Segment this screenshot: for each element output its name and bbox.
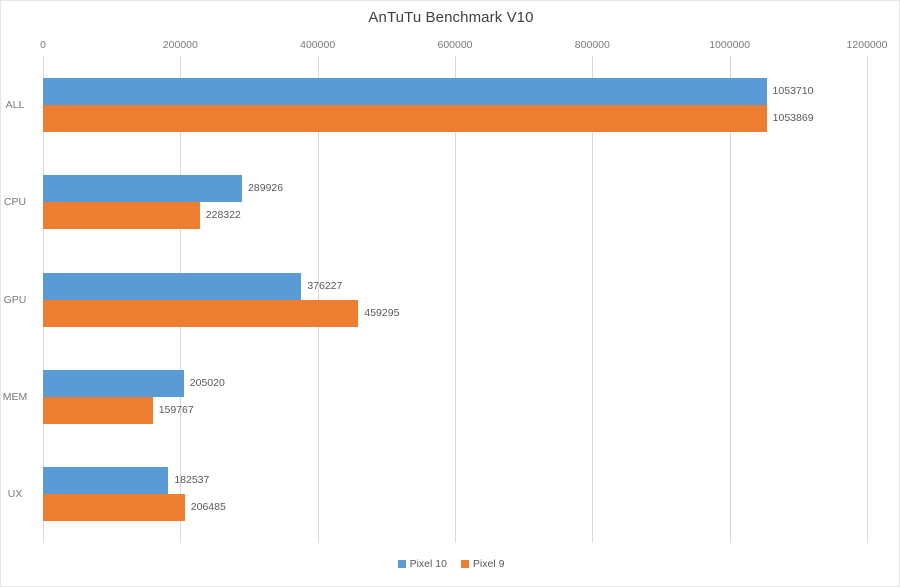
plot-area: ALL 1053710 1053869 CPU 289926 228322 GPU 37622… xyxy=(3,56,868,543)
chart-legend: Pixel 10 Pixel 9 xyxy=(1,558,899,570)
bar[interactable] xyxy=(43,369,184,397)
category-axis-label: GPU xyxy=(3,293,27,306)
bar[interactable] xyxy=(43,104,767,132)
gridline xyxy=(867,56,868,543)
bar[interactable] xyxy=(43,272,302,300)
legend-item[interactable]: Pixel 10 xyxy=(397,558,447,570)
category-axis-label: ALL xyxy=(5,98,25,111)
gridline xyxy=(455,56,456,543)
gridline xyxy=(729,56,731,543)
bar-value-label: 1053869 xyxy=(772,111,814,124)
gridline xyxy=(592,56,594,543)
chart-title: AnTuTu Benchmark V10 xyxy=(368,9,534,26)
bar-value-label: 159767 xyxy=(158,403,194,416)
bar-group: CPU 289926 228322 xyxy=(4,175,867,230)
category-axis-label: UX xyxy=(7,488,23,501)
bar-group: UX 182537 206485 xyxy=(8,467,867,522)
category-axis-label: MEM xyxy=(2,390,28,403)
bar[interactable] xyxy=(43,77,767,105)
bar-group: GPU 376227 459295 xyxy=(4,272,867,327)
bar[interactable] xyxy=(43,467,169,495)
bar[interactable] xyxy=(43,396,153,424)
bar-value-label: 182537 xyxy=(174,474,210,487)
x-axis-tick-labels: 0 200000 400000 600000 800000 1000000 1200000 xyxy=(1,39,899,53)
bar-value-label: 376227 xyxy=(307,279,343,292)
bar-value-label: 228322 xyxy=(205,209,241,222)
x-axis-tick-label: 600000 xyxy=(437,39,473,51)
x-axis-tick-label: 800000 xyxy=(574,39,610,51)
bar[interactable] xyxy=(43,175,243,203)
x-axis-tick-label: 1200000 xyxy=(846,39,888,51)
x-axis-tick-label: 400000 xyxy=(300,39,336,51)
bar[interactable] xyxy=(43,202,200,230)
legend-color-swatch xyxy=(397,560,406,568)
bar-value-label: 1053710 xyxy=(772,84,814,97)
category-axis-label: CPU xyxy=(3,196,27,209)
bar-value-label: 289926 xyxy=(248,182,284,195)
bar-group: MEM 205020 159767 xyxy=(3,369,867,424)
x-axis-tick-label: 0 xyxy=(40,39,46,51)
bar[interactable] xyxy=(43,299,359,327)
x-axis-tick-label: 1000000 xyxy=(709,39,751,51)
legend-color-swatch xyxy=(460,560,469,568)
bar-value-label: 206485 xyxy=(190,501,226,514)
bar-group: ALL 1053710 1053869 xyxy=(6,77,867,132)
bar[interactable] xyxy=(43,494,185,522)
legend-label: Pixel 9 xyxy=(472,558,505,570)
bar-value-label: 459295 xyxy=(364,306,400,319)
legend-item[interactable]: Pixel 9 xyxy=(460,558,505,570)
x-axis-tick-label: 200000 xyxy=(162,39,198,51)
bar-value-label: 205020 xyxy=(189,376,225,389)
legend-label: Pixel 10 xyxy=(409,558,447,570)
